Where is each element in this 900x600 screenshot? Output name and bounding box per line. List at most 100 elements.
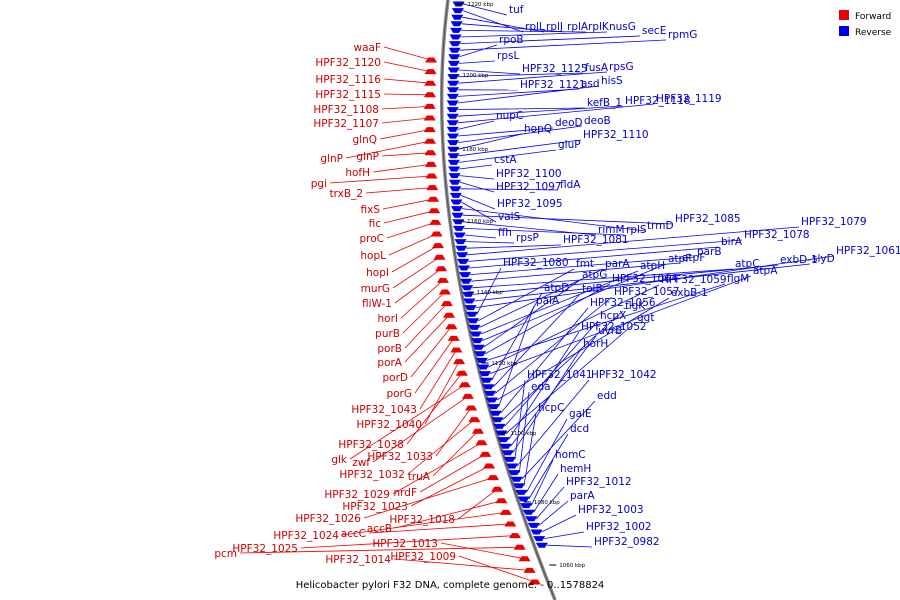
forward-gene-label: HPF32_1040 [356,419,422,431]
forward-gene-block [436,277,449,283]
reverse-gene-label: atpA [753,265,778,277]
forward-leader-line [394,500,502,529]
reverse-gene-label: HPF32_1119 [656,93,722,105]
reverse-leader-line [544,531,585,539]
forward-label-leaders [239,46,535,583]
forward-gene-block [447,335,460,341]
reverse-leader-line [465,241,515,244]
reverse-leader-line [458,72,584,77]
forward-gene-labels: waaF HPF32_1120 HPF32_1116 HPF32_1115 HPF32_… [214,42,456,566]
reverse-gene-block [446,93,459,99]
reverse-gene-label: dcd [570,423,589,435]
reverse-gene-block [533,536,546,542]
reverse-leader-line [472,268,734,289]
forward-gene-block [427,196,440,202]
reverse-leader-line [460,188,559,191]
reverse-gene-label: rpoB [499,34,524,46]
reverse-gene-label: HPF32_1110 [583,129,649,141]
forward-gene-block [424,150,437,156]
reverse-gene-block [446,113,459,119]
forward-leader-line [407,419,475,475]
reverse-gene-label: HPF32_1012 [566,476,632,488]
reverse-gene-block [510,476,523,482]
forward-gene-label: hofH [345,167,370,179]
forward-leader-line [368,523,511,534]
reverse-gene-block [459,272,472,278]
forward-leader-line [383,46,432,61]
reverse-gene-label: edd [597,390,617,402]
reverse-leader-line [523,412,537,486]
reverse-gene-block [525,516,538,522]
reverse-gene-block [448,54,461,60]
forward-gene-block [435,266,448,272]
forward-leader-line [372,396,469,463]
forward-gene-block [495,498,508,504]
forward-gene-label: glk [331,454,348,466]
reverse-gene-block [468,324,481,330]
reverse-leader-line [483,279,581,348]
forward-leader-line [349,384,466,460]
kbp-tick-label: 1120 kbp [491,361,517,367]
reverse-gene-label: deoB [584,115,611,127]
forward-gene-label: glnP [356,151,379,163]
forward-gene-block [423,92,436,98]
forward-gene-block [445,324,458,330]
reverse-gene-label: HPF32_1052 [581,321,647,333]
forward-gene-label: HPF32_1120 [315,57,381,69]
reverse-gene-label: atpF [668,253,691,265]
reverse-gene-label: hcpX [600,310,626,322]
reverse-label-leaders [457,3,835,548]
reverse-leader-line [521,400,596,480]
reverse-gene-block [484,390,497,396]
forward-gene-label: porG [386,388,412,400]
reverse-gene-label: rimM [598,224,625,236]
reverse-gene-blocks [446,1,548,548]
forward-gene-block [513,544,526,550]
forward-gene-block [424,69,437,75]
reverse-gene-label: rplK [588,21,610,33]
reverse-gene-block [512,483,525,489]
forward-gene-block [423,103,436,109]
forward-gene-label: murG [361,283,390,295]
reverse-leader-line [463,3,508,16]
reverse-gene-label: HPF32_1095 [497,198,563,210]
reverse-leader-line [480,270,639,335]
reverse-leader-line [461,201,497,223]
reverse-gene-label: flgK [625,300,646,312]
forward-gene-block [523,567,536,573]
reverse-gene-label: HPF32_1079 [801,216,867,228]
reverse-leader-line [486,283,726,361]
reverse-gene-label: secE [642,25,666,37]
forward-leader-line [381,106,430,110]
reverse-gene-block [451,8,464,14]
reverse-leader-line [461,23,566,33]
kbp-tick-label: 1180 kbp [462,147,488,153]
legend-forward-label: Forward [855,12,891,22]
forward-leader-line [394,268,442,304]
reverse-gene-block [520,503,533,509]
forward-leader-line [432,430,479,477]
reverse-gene-label: nupC [496,110,523,122]
reverse-leader-line [457,103,655,124]
reverse-leader-line [459,39,667,51]
reverse-leader-line [459,44,498,58]
reverse-leader-line [516,379,590,467]
reverse-gene-block [447,67,460,73]
reverse-gene-label: HPF32_1057 [614,286,680,298]
reverse-gene-label: HPF32_1059 [661,274,727,286]
reverse-gene-block [446,107,459,113]
reverse-leader-line [460,31,608,38]
reverse-gene-label: eda [531,381,551,393]
reverse-gene-label: rpmG [668,29,697,41]
reverse-gene-block [522,509,535,515]
reverse-gene-label: HPF32_1003 [578,504,644,516]
reverse-leader-line [473,264,779,295]
reverse-gene-label: rpsL [497,50,519,62]
reverse-leader-line [526,418,568,493]
forward-leader-line [404,314,450,363]
forward-gene-block [468,417,481,423]
reverse-gene-block [475,357,488,363]
forward-gene-label: accB [367,523,392,535]
reverse-gene-label: HPF32_1121 [520,79,586,91]
reverse-gene-block [457,258,470,264]
